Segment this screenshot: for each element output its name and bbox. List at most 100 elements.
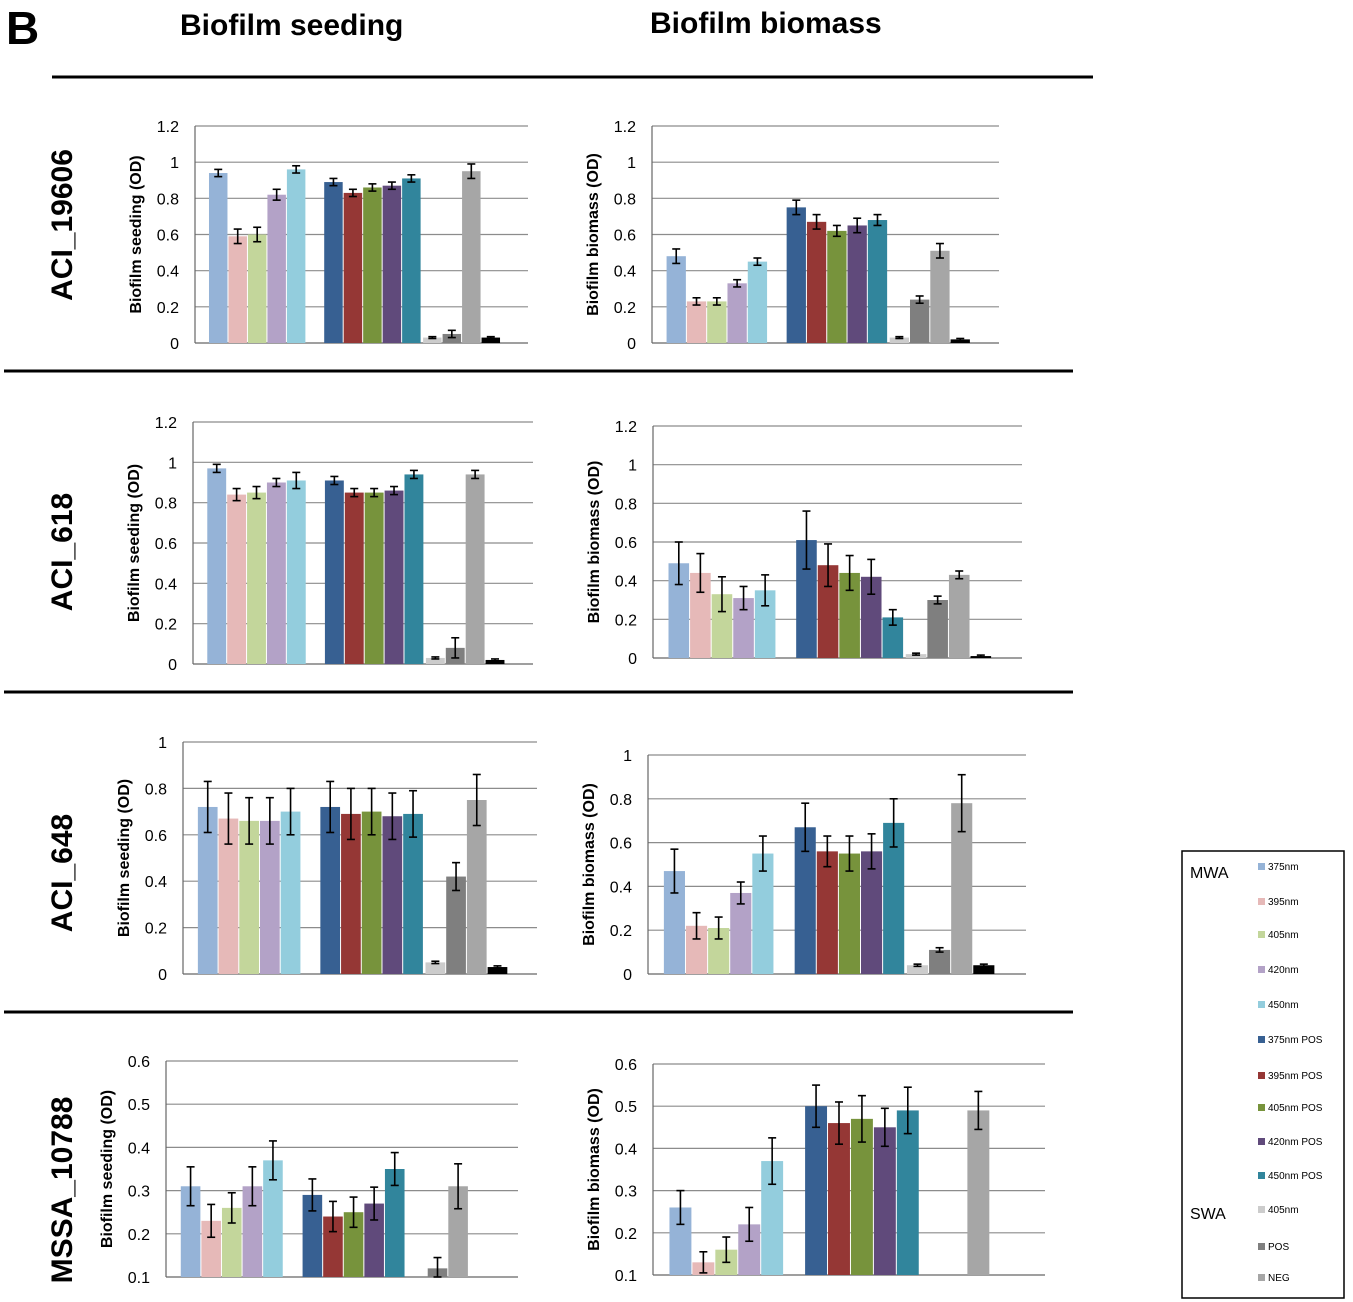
y-tick-label: 1 [628,458,637,475]
legend-swatch [1258,1072,1265,1079]
y-tick-label: 0.3 [128,1184,150,1201]
y-tick-label: 1.2 [615,419,637,436]
bar [385,491,404,664]
y-tick-label: 0 [628,651,637,668]
legend-label: 375nm POS [1268,1035,1323,1046]
y-tick-label: 0.2 [128,1227,150,1244]
chart-5: 0 0.2 0.4 0.6 0.8 1 Biofilm seeding (OD) [116,735,537,984]
y-tick-label: 0.8 [615,496,637,513]
column-header-seeding: Biofilm seeding [180,9,403,42]
y-tick-label: 0.5 [128,1097,150,1114]
row-label: ACI_19606 [46,149,79,301]
y-tick-label: 0.2 [615,612,637,629]
legend-swatch [1258,1036,1265,1043]
bar [267,195,285,343]
y-tick-label: 0.4 [615,574,637,591]
bar [748,262,767,343]
y-tick-label: 0.6 [128,1054,150,1071]
bar [861,851,882,974]
bar [325,480,344,664]
bar [402,178,420,343]
y-tick-label: 0 [623,967,632,984]
bar [228,236,246,343]
y-tick-label: 0.8 [157,191,179,208]
legend-swatch [1258,1138,1265,1145]
bar [730,893,751,974]
y-tick-label: 0.6 [615,535,637,552]
legend-label: 450nm POS [1268,1171,1323,1182]
y-tick-label: 0.4 [157,264,179,281]
bar [727,283,746,343]
bar [874,1127,896,1275]
y-tick-label: 0.6 [610,836,632,853]
legend-swatch [1258,931,1265,938]
charts-layer: 0 0.2 0.4 0.6 0.8 1 1.2 Biofilm seeding (OD) 0 0.… [99,119,1045,1287]
y-axis-label: Biofilm biomass (OD) [586,1088,603,1251]
y-tick-label: 0.8 [145,781,167,798]
chart-4: 0 0.2 0.4 0.6 0.8 1 1.2 Biofilm biomass (OD) [586,419,1022,668]
y-tick-label: 0.6 [157,228,179,245]
chart-7: 0.10.20.30.40.50.6Biofilm seeding (OD) [99,1054,518,1287]
y-tick-label: 0.4 [145,874,167,891]
y-tick-label: 0.6 [155,536,177,553]
bar [707,301,726,343]
bar [466,474,485,664]
y-tick-label: 0.1 [128,1270,150,1287]
legend-label: 395nm [1268,897,1299,908]
bar [462,171,480,343]
y-tick-label: 0.4 [614,264,636,281]
y-tick-label: 0.6 [145,828,167,845]
bar [828,1123,850,1275]
bar [207,468,226,664]
y-tick-label: 0 [170,336,179,353]
bar [248,235,266,344]
legend-swatch [1258,966,1265,973]
y-tick-label: 1 [627,155,636,172]
bar [247,493,266,664]
y-axis-label: Biofilm seeding (OD) [126,464,143,622]
bar [687,301,706,343]
legend-label: 420nm POS [1268,1137,1323,1148]
bar [267,483,286,665]
bar [281,812,301,974]
bar [404,474,423,664]
bar [362,812,382,974]
y-axis-label: Biofilm seeding (OD) [128,155,145,313]
bar [868,220,887,343]
bar [209,173,227,343]
bar [930,251,949,343]
y-tick-label: 1 [170,155,179,172]
bar [827,231,846,343]
column-header-biomass: Biofilm biomass [650,7,882,40]
y-tick-label: 0.4 [610,879,632,896]
bar [344,193,362,343]
bar [383,186,401,343]
y-axis-label: Biofilm biomass (OD) [585,153,602,316]
y-tick-label: 0.6 [614,228,636,245]
y-tick-label: 0.2 [157,300,179,317]
y-tick-label: 0.4 [615,1141,637,1158]
y-tick-label: 0 [627,336,636,353]
legend-label: 375nm [1268,862,1299,873]
bar [910,300,929,343]
y-axis-label: Biofilm biomass (OD) [586,461,603,624]
y-tick-label: 1 [158,735,167,752]
y-axis-label: Biofilm seeding (OD) [116,779,133,937]
row-label: MSSA_10788 [46,1097,79,1284]
bar [403,814,423,974]
bar [805,1106,827,1275]
bar [807,222,826,343]
bar [967,1110,989,1275]
bar [345,493,364,664]
y-axis-label: Biofilm seeding (OD) [99,1090,116,1248]
legend-group-label: SWA [1190,1206,1226,1223]
y-tick-label: 0.1 [615,1268,637,1285]
legend-label: POS [1268,1242,1289,1253]
bar [363,187,381,343]
y-tick-label: 1.2 [614,119,636,136]
bar [927,600,948,658]
chart-6: 0 0.2 0.4 0.6 0.8 1 Biofilm biomass (OD) [581,748,1026,984]
y-tick-label: 0.2 [614,300,636,317]
